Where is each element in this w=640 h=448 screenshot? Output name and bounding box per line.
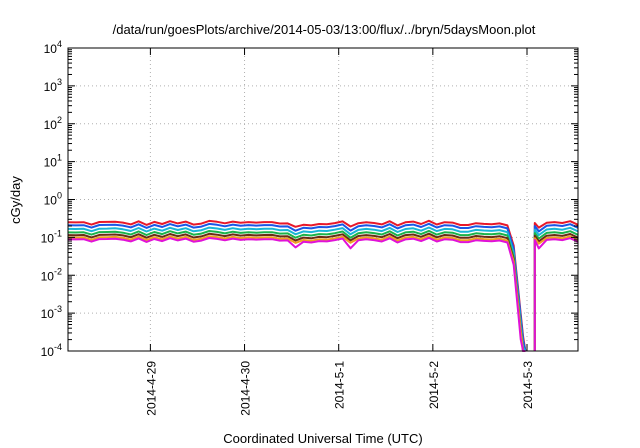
x-tick-label: 2014-4-30 <box>239 361 253 416</box>
series-line <box>533 223 579 351</box>
y-tick-label: 100 <box>44 191 62 208</box>
series-line <box>67 226 527 352</box>
x-tick-label: 2014-5-2 <box>427 361 441 409</box>
y-axis-label: cGy/day <box>8 176 23 224</box>
chart-title: /data/run/goesPlots/archive/2014-05-03/1… <box>113 22 536 37</box>
series-line <box>533 220 579 351</box>
series-line <box>533 235 579 351</box>
series-line <box>67 219 527 352</box>
x-axis-label: Coordinated Universal Time (UTC) <box>223 431 422 446</box>
series-line <box>67 229 526 352</box>
y-tick-label: 103 <box>44 77 62 94</box>
series-line <box>67 235 526 352</box>
x-tick-label: 2014-4-29 <box>144 361 158 416</box>
series-line <box>533 226 579 351</box>
series-line <box>67 236 526 352</box>
y-tick-label: 102 <box>44 115 62 132</box>
axis-ticks: 10-4 10-3 10-2 10-1 100 101 102 103 104 2014-4-29… <box>41 39 578 416</box>
series-line <box>67 232 526 352</box>
series-line <box>533 233 579 351</box>
y-tick-label: 10-4 <box>41 342 62 359</box>
series-line <box>533 237 579 351</box>
plot-series <box>67 219 579 352</box>
y-tick-label: 10-2 <box>41 266 62 283</box>
grid-lines <box>68 48 578 351</box>
y-tick-label: 104 <box>44 39 62 56</box>
y-tick-label: 101 <box>44 153 62 170</box>
x-tick-label: 2014-5-1 <box>333 361 347 409</box>
x-tick-label: 2014-5-3 <box>521 361 535 409</box>
series-line <box>67 222 527 352</box>
y-tick-label: 10-3 <box>41 304 62 321</box>
series-line <box>533 230 579 351</box>
y-tick-label: 10-1 <box>41 228 62 245</box>
